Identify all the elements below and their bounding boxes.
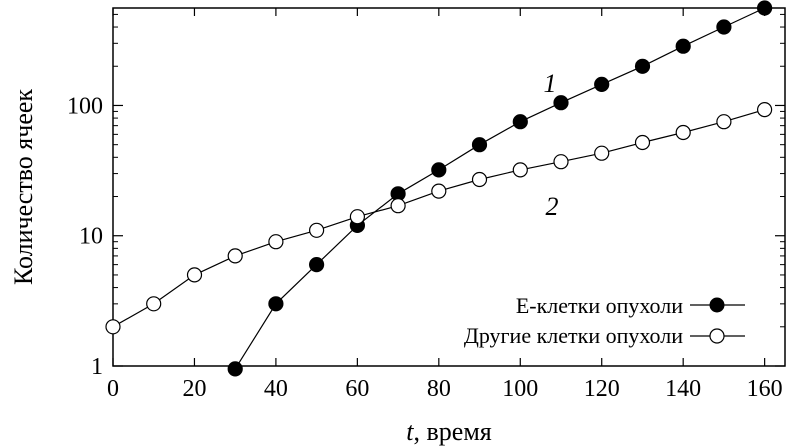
x-tick-label: 60	[345, 376, 369, 402]
series-2-point	[675, 124, 691, 141]
x-tick-label: 160	[747, 376, 783, 402]
series-2-point	[634, 134, 651, 151]
legend: Е-клетки опухоли Другие клетки опухоли	[464, 293, 745, 348]
x-tick-label: 140	[665, 376, 701, 402]
series-1-point	[431, 162, 447, 178]
series-1-point	[471, 137, 488, 153]
series-2-point	[105, 319, 121, 335]
series-2-point	[716, 114, 732, 130]
series-2-point	[756, 101, 773, 118]
series-2-point	[553, 154, 569, 170]
series-1-point	[553, 95, 569, 111]
series-1-point	[594, 76, 610, 93]
series-2-point	[594, 145, 610, 161]
y-tick-label: 1	[91, 354, 103, 380]
legend-label-series-1: Е-клетки опухоли	[516, 293, 683, 318]
legend-label-series-2: Другие клетки опухоли	[464, 323, 683, 348]
series-2-point	[186, 267, 203, 283]
y-tick-label: 10	[79, 224, 103, 250]
series-1-point	[512, 114, 528, 130]
series-1-point	[309, 257, 325, 273]
series-2-point	[268, 234, 284, 250]
series-1-point	[756, 0, 773, 16]
series-layer	[105, 0, 773, 377]
series-2-point	[309, 222, 325, 238]
series-1-point	[716, 19, 732, 35]
series-2-point	[349, 209, 365, 225]
series-1-point	[268, 296, 284, 312]
x-axis-title: t, время	[406, 417, 492, 446]
x-tick-label: 80	[427, 376, 451, 402]
series-1-point	[675, 38, 691, 54]
series-2-point	[512, 162, 528, 178]
series-2-point	[146, 296, 162, 312]
legend-marker-series-1	[709, 297, 725, 313]
series-1-line	[234, 7, 765, 370]
y-tick-label: 100	[67, 93, 103, 119]
series-1-point	[227, 361, 243, 377]
x-axis-title-variable: t	[406, 417, 414, 446]
series-2-point	[431, 183, 447, 199]
series-2-point	[227, 248, 243, 264]
x-axis-title-rest: , время	[414, 417, 492, 446]
x-tick-label: 120	[584, 376, 620, 402]
y-axis: 1 10 100	[67, 13, 785, 380]
series-2-label: 2	[546, 192, 559, 221]
series-2-point	[471, 171, 488, 188]
series-1-label: 1	[544, 69, 557, 98]
x-axis: 0 20 40 60 80 100 120 140 160	[107, 8, 783, 402]
series-1-point	[634, 58, 651, 74]
plot-frame	[112, 7, 786, 367]
x-tick-label: 100	[502, 376, 538, 402]
y-axis-title: Количество ячеек	[9, 89, 38, 285]
x-tick-label: 20	[182, 376, 206, 402]
series-2-point	[390, 198, 406, 214]
legend-marker-series-2	[709, 328, 725, 344]
x-tick-label: 0	[107, 376, 119, 402]
x-tick-label: 40	[264, 376, 288, 402]
